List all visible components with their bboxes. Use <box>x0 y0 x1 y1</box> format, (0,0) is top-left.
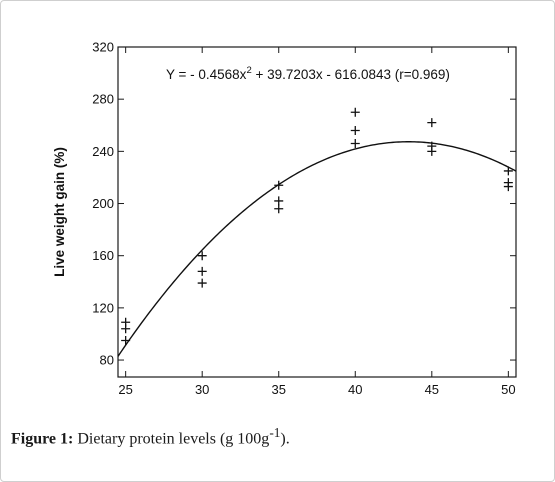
y-tick-label: 200 <box>92 196 114 211</box>
x-tick-label: 45 <box>425 382 439 397</box>
data-point <box>503 166 513 176</box>
caption-end: ). <box>280 430 290 448</box>
chart-equation: Y = - 0.4568x2 + 39.7203x - 616.0843 (r=… <box>166 65 450 82</box>
y-tick-label: 120 <box>92 300 114 315</box>
y-tick-label: 280 <box>92 92 114 107</box>
x-tick-label: 50 <box>501 382 515 397</box>
equation-suffix: + 39.7203x - 616.0843 (r=0.969) <box>252 67 450 82</box>
data-point <box>121 324 131 334</box>
equation-prefix: Y = - 0.4568x <box>166 67 247 82</box>
y-tick-label: 80 <box>100 353 114 368</box>
data-point <box>503 182 513 192</box>
x-tick-label: 30 <box>195 382 209 397</box>
data-point <box>350 107 360 117</box>
data-point <box>274 180 284 190</box>
data-point <box>197 266 207 276</box>
y-tick-label: 320 <box>92 40 114 55</box>
regression-curve <box>117 141 517 357</box>
equation-exponent: 2 <box>246 65 251 76</box>
data-point <box>350 139 360 149</box>
data-point <box>197 251 207 261</box>
y-tick-label: 160 <box>92 248 114 263</box>
caption-superscript: -1 <box>269 425 281 440</box>
axes-box <box>117 46 517 378</box>
data-point <box>350 125 360 135</box>
data-point <box>121 335 131 345</box>
figure-caption: Figure 1: Dietary protein levels (g 100g… <box>11 425 290 448</box>
y-axis-label: Live weight gain (%) <box>52 147 67 277</box>
x-tick-label: 35 <box>271 382 285 397</box>
caption-text: Dietary protein levels (g 100g <box>73 430 270 448</box>
data-point <box>427 118 437 128</box>
plot-area: 80 120 160 200 240 280 320 25 30 35 40 45 50 <box>92 40 517 397</box>
caption-label: Figure 1: <box>11 430 74 448</box>
data-point <box>427 146 437 156</box>
data-point <box>274 196 284 206</box>
x-tick-label: 25 <box>118 382 132 397</box>
data-point <box>274 204 284 214</box>
y-tick-label: 240 <box>92 144 114 159</box>
x-tick-label: 40 <box>348 382 362 397</box>
data-point <box>197 278 207 288</box>
